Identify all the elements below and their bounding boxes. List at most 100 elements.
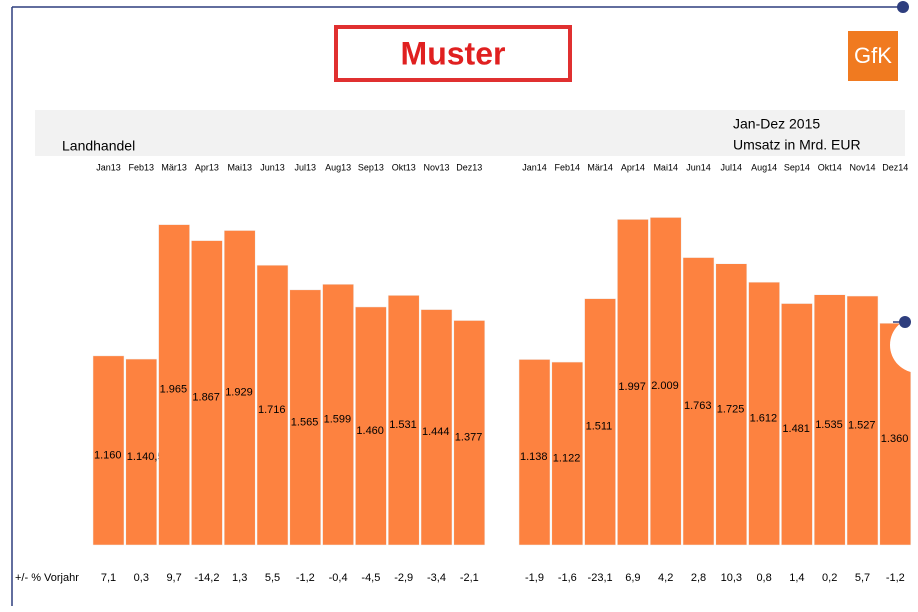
month-label: Mai14 xyxy=(653,162,678,172)
value-label: 1.565 xyxy=(291,416,319,428)
value-label: 1.612 xyxy=(750,412,778,424)
period: Jan-Dez 2015 xyxy=(733,116,820,132)
month-label: Mai13 xyxy=(227,162,252,172)
bar xyxy=(420,309,453,546)
title-box xyxy=(334,25,572,82)
marker-dot xyxy=(899,316,911,328)
title: Muster xyxy=(401,35,506,71)
month-label: Nov13 xyxy=(423,162,449,172)
change-label: -14,2 xyxy=(194,572,219,584)
change-label: 0,3 xyxy=(134,572,149,584)
value-label: 1.867 xyxy=(192,392,220,404)
month-label: Dez13 xyxy=(456,162,482,172)
month-label: Jan13 xyxy=(96,162,121,172)
value-label: 1.527 xyxy=(848,419,876,431)
month-label: Jul13 xyxy=(295,162,317,172)
month-label: Jul14 xyxy=(721,162,743,172)
month-label: Apr13 xyxy=(195,162,219,172)
charts: Jan13 1.160 7,1 Feb13 1.140,5 0,3 Mär13 1.965 9,… xyxy=(92,162,912,584)
value-label: 1.997 xyxy=(618,381,646,393)
bar xyxy=(518,359,551,546)
month-label: Aug13 xyxy=(325,162,351,172)
change-label: -0,4 xyxy=(329,572,348,584)
header-band xyxy=(35,110,905,156)
value-label: 1.140,5 xyxy=(127,451,164,463)
change-label: 0,2 xyxy=(822,572,837,584)
bar xyxy=(256,264,289,546)
value-label: 1.511 xyxy=(586,421,613,433)
bar xyxy=(584,298,616,546)
value-label: 1.360 xyxy=(881,433,909,445)
change-label: -1,2 xyxy=(886,572,905,584)
value-label: 1.377 xyxy=(455,432,483,444)
bar xyxy=(322,284,354,546)
value-label: 1.929 xyxy=(225,387,253,399)
month-label: Feb13 xyxy=(129,162,155,172)
bar xyxy=(551,361,584,546)
frame-dot xyxy=(897,1,909,13)
change-label: 7,1 xyxy=(101,572,116,584)
bar xyxy=(387,295,420,546)
month-label: Sep13 xyxy=(358,162,384,172)
bar xyxy=(813,294,846,546)
bar xyxy=(715,263,748,546)
change-label: 1,4 xyxy=(789,572,804,584)
region: Landhandel xyxy=(62,138,135,154)
month-label: Dez14 xyxy=(882,162,908,172)
bar xyxy=(158,224,190,546)
month-label: Jun14 xyxy=(686,162,711,172)
bar xyxy=(223,230,256,546)
bar xyxy=(781,303,813,546)
bar xyxy=(191,240,223,546)
bar xyxy=(649,217,682,546)
change-label: 5,7 xyxy=(855,572,870,584)
overlay xyxy=(890,316,918,373)
month-label: Jun13 xyxy=(260,162,285,172)
month-label: Nov14 xyxy=(849,162,875,172)
value-label: 1.535 xyxy=(815,419,843,431)
bar xyxy=(125,358,158,546)
logo-box xyxy=(848,31,898,81)
corner-cutout xyxy=(890,317,918,373)
month-label: Aug14 xyxy=(751,162,777,172)
value-label: 1.725 xyxy=(717,403,745,415)
value-label: 1.460 xyxy=(356,425,384,437)
change-label: 1,3 xyxy=(232,572,247,584)
bar xyxy=(617,219,649,546)
change-label: -1,2 xyxy=(296,572,315,584)
change-label: -1,6 xyxy=(558,572,577,584)
bar xyxy=(289,289,322,546)
bar xyxy=(748,281,780,546)
value-label: 1.965 xyxy=(160,384,188,396)
change-label: 0,8 xyxy=(756,572,771,584)
logo: GfK xyxy=(854,43,892,68)
change-label: 6,9 xyxy=(625,572,640,584)
change-label: 10,3 xyxy=(721,572,742,584)
value-label: 1.138 xyxy=(520,451,548,463)
value-label: 1.160 xyxy=(94,449,122,461)
change-label: 4,2 xyxy=(658,572,673,584)
value-label: 1.122 xyxy=(553,452,581,464)
change-label: -1,9 xyxy=(525,572,544,584)
bar xyxy=(355,306,387,546)
change-label: -2,1 xyxy=(460,572,479,584)
bar xyxy=(846,295,879,546)
month-label: Sep14 xyxy=(784,162,810,172)
bar xyxy=(453,320,486,546)
month-label: Jan14 xyxy=(522,162,547,172)
change-label: -2,9 xyxy=(394,572,413,584)
value-label: 1.444 xyxy=(422,426,450,438)
change-label: 9,7 xyxy=(166,572,181,584)
value-label: 2.009 xyxy=(651,380,679,392)
value-label: 1.716 xyxy=(258,404,286,416)
month-label: Apr14 xyxy=(621,162,645,172)
change-caption: +/- % Vorjahr xyxy=(15,572,79,584)
change-label: -3,4 xyxy=(427,572,446,584)
change-label: -4,5 xyxy=(361,572,380,584)
bar xyxy=(682,257,715,546)
change-label: -23,1 xyxy=(588,572,613,584)
value-label: 1.763 xyxy=(684,400,712,412)
value-label: 1.531 xyxy=(389,419,417,431)
month-label: Mär13 xyxy=(161,162,187,172)
